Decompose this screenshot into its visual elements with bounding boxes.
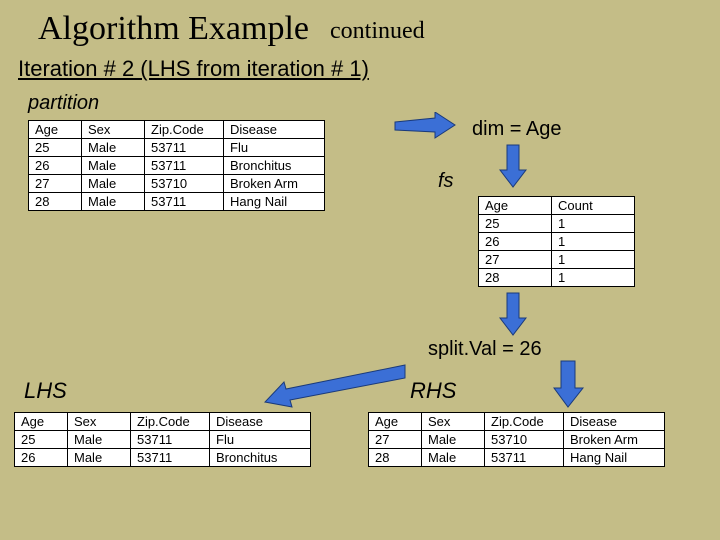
- fs-label: fs: [438, 170, 454, 193]
- arrow-dim-to-fs: [498, 142, 528, 190]
- table-cell: 25: [29, 139, 82, 157]
- table-header: Age: [479, 197, 552, 215]
- arrow-partition-to-dim: [390, 112, 460, 142]
- table-header: Zip.Code: [485, 413, 564, 431]
- title-main: Algorithm Example: [38, 10, 309, 48]
- table-row: 281: [479, 269, 635, 287]
- arrow-fs-to-splitval: [498, 290, 528, 338]
- table-cell: Flu: [224, 139, 325, 157]
- table-header: Age: [29, 121, 82, 139]
- table-header: Zip.Code: [145, 121, 224, 139]
- table-cell: 53711: [131, 449, 210, 467]
- splitval-label: split.Val = 26: [428, 338, 542, 361]
- table-cell: Male: [68, 449, 131, 467]
- lhs-table: AgeSexZip.CodeDisease25Male53711Flu26Mal…: [14, 412, 311, 467]
- partition-label: partition: [28, 92, 99, 115]
- table-cell: Bronchitus: [224, 157, 325, 175]
- arrow-splitval-to-lhs: [260, 360, 410, 410]
- table-row: 25Male53711Flu: [15, 431, 311, 449]
- table-row: 251: [479, 215, 635, 233]
- table-cell: 53711: [145, 193, 224, 211]
- table-cell: 1: [552, 269, 635, 287]
- table-cell: Male: [82, 193, 145, 211]
- table-cell: Male: [68, 431, 131, 449]
- table-cell: 53711: [485, 449, 564, 467]
- title-sub: continued: [330, 18, 425, 45]
- table-cell: Broken Arm: [564, 431, 665, 449]
- table-cell: Male: [82, 139, 145, 157]
- table-row: 27Male53710Broken Arm: [29, 175, 325, 193]
- table-cell: 53710: [145, 175, 224, 193]
- table-cell: Flu: [210, 431, 311, 449]
- table-cell: Hang Nail: [564, 449, 665, 467]
- table-row: 26Male53711Bronchitus: [29, 157, 325, 175]
- table-row: 27Male53710Broken Arm: [369, 431, 665, 449]
- table-cell: 26: [29, 157, 82, 175]
- table-cell: Male: [82, 175, 145, 193]
- table-header: Disease: [224, 121, 325, 139]
- table-cell: 26: [15, 449, 68, 467]
- table-cell: 27: [29, 175, 82, 193]
- table-header: Sex: [68, 413, 131, 431]
- table-row: 261: [479, 233, 635, 251]
- arrow-splitval-to-rhs: [552, 358, 586, 410]
- lhs-label: LHS: [24, 378, 67, 404]
- table-cell: Hang Nail: [224, 193, 325, 211]
- table-cell: Male: [82, 157, 145, 175]
- table-cell: 53711: [145, 157, 224, 175]
- table-header: Age: [15, 413, 68, 431]
- table-cell: 26: [479, 233, 552, 251]
- table-cell: 25: [15, 431, 68, 449]
- table-row: 271: [479, 251, 635, 269]
- table-row: 26Male53711Bronchitus: [15, 449, 311, 467]
- dim-label: dim = Age: [472, 118, 562, 141]
- table-cell: 28: [479, 269, 552, 287]
- table-row: 28Male53711Hang Nail: [29, 193, 325, 211]
- table-cell: 53710: [485, 431, 564, 449]
- table-cell: 1: [552, 233, 635, 251]
- table-cell: 28: [29, 193, 82, 211]
- table-row: 28Male53711Hang Nail: [369, 449, 665, 467]
- table-cell: 28: [369, 449, 422, 467]
- table-cell: 53711: [131, 431, 210, 449]
- table-header: Count: [552, 197, 635, 215]
- table-cell: Male: [422, 431, 485, 449]
- table-row: 25Male53711Flu: [29, 139, 325, 157]
- table-cell: Broken Arm: [224, 175, 325, 193]
- table-header: Age: [369, 413, 422, 431]
- rhs-label: RHS: [410, 378, 456, 404]
- table-header: Zip.Code: [131, 413, 210, 431]
- rhs-table: AgeSexZip.CodeDisease27Male53710Broken A…: [368, 412, 665, 467]
- table-cell: Bronchitus: [210, 449, 311, 467]
- table-cell: 1: [552, 251, 635, 269]
- iteration-text: Iteration # 2 (LHS from iteration # 1): [18, 56, 369, 82]
- table-header: Disease: [564, 413, 665, 431]
- table-header: Disease: [210, 413, 311, 431]
- table-cell: Male: [422, 449, 485, 467]
- table-cell: 1: [552, 215, 635, 233]
- partition-table: AgeSexZip.CodeDisease25Male53711Flu26Mal…: [28, 120, 325, 211]
- table-header: Sex: [82, 121, 145, 139]
- fs-table: AgeCount251261271281: [478, 196, 635, 287]
- table-cell: 53711: [145, 139, 224, 157]
- table-cell: 27: [479, 251, 552, 269]
- table-cell: 25: [479, 215, 552, 233]
- table-cell: 27: [369, 431, 422, 449]
- table-header: Sex: [422, 413, 485, 431]
